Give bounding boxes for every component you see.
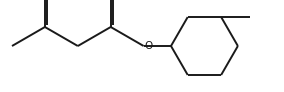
Text: O: O xyxy=(145,41,153,52)
